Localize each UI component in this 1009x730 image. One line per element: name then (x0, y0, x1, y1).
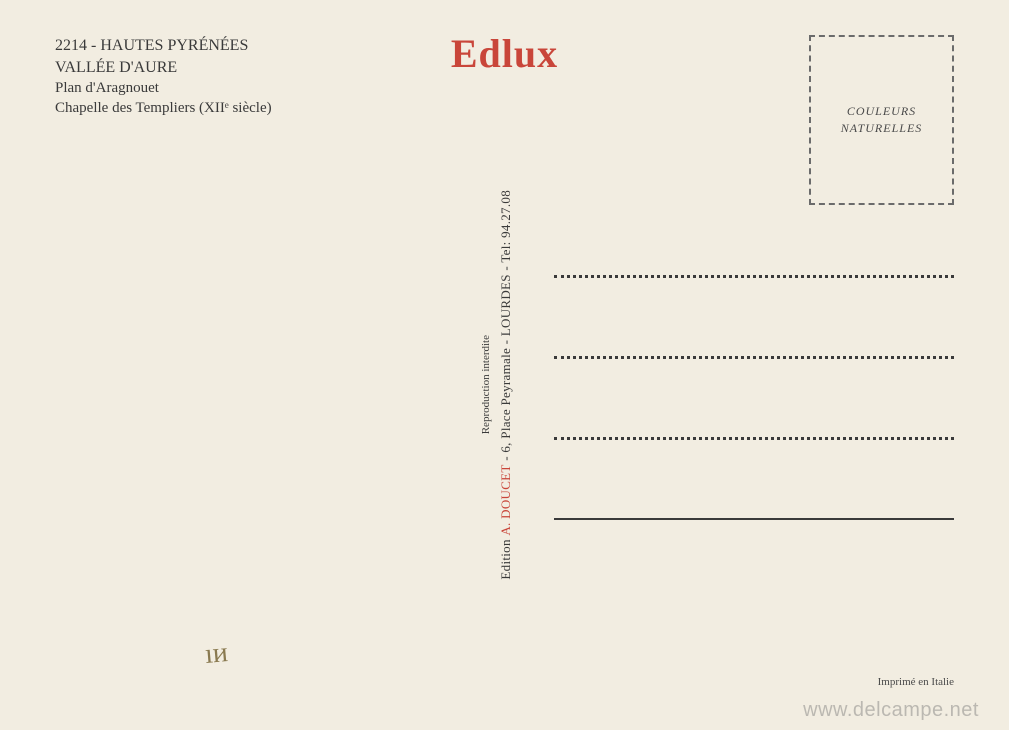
brand-logo: Edlux (451, 30, 558, 77)
handwritten-mark: ıи (204, 637, 229, 671)
caption-line-4: Chapelle des Templiers (XIIᵉ siècle) (55, 98, 272, 118)
address-line-2 (554, 356, 954, 359)
center-divider-sub: Reproduction interdite (480, 90, 492, 680)
caption-line-3: Plan d'Aragnouet (55, 78, 272, 98)
caption-region: HAUTES PYRÉNÉES (100, 37, 248, 54)
address-line-4 (554, 518, 954, 520)
center-divider: Edition A. DOUCET - 6, Place Peyramale -… (498, 90, 514, 680)
reproduction-notice: Reproduction interdite (480, 335, 492, 434)
print-origin: Imprimé en Italie (878, 676, 954, 688)
publisher-name: A. DOUCET (498, 465, 513, 536)
caption-line-2: VALLÉE D'AURE (55, 57, 272, 79)
publisher-rest: - 6, Place Peyramale - LOURDES - Tel: 94… (498, 190, 513, 464)
caption-line-1: 2214 - HAUTES PYRÉNÉES (55, 35, 272, 57)
stamp-text-2: NATURELLES (841, 120, 923, 137)
publisher-line: Edition A. DOUCET - 6, Place Peyramale -… (498, 190, 514, 580)
publisher-prefix: Edition (498, 536, 513, 580)
address-line-1 (554, 275, 954, 278)
stamp-text-1: COULEURS (847, 103, 916, 120)
address-area (554, 275, 954, 520)
stamp-placeholder: COULEURS NATURELLES (809, 35, 954, 205)
caption-code: 2214 (55, 37, 87, 54)
address-line-3 (554, 437, 954, 440)
watermark: www.delcampe.net (803, 699, 979, 722)
caption-block: 2214 - HAUTES PYRÉNÉES VALLÉE D'AURE Pla… (55, 35, 272, 119)
